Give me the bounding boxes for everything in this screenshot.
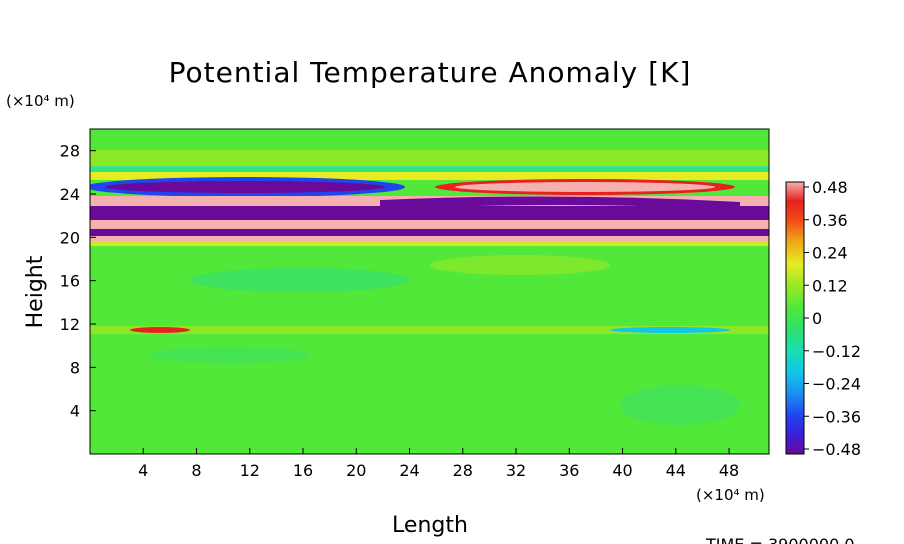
heatmap-band-purple-2	[90, 229, 769, 237]
x-tick-label: 24	[399, 461, 419, 480]
time-footer: TIME = 3900000.0	[705, 535, 855, 544]
heatmap-band-upper-glow	[90, 150, 769, 168]
heatmap-streak-12km	[90, 326, 769, 334]
colorbar-tick-label: 0	[812, 309, 822, 328]
x-tick-label: 4	[138, 461, 148, 480]
heatmap-band-yellow-lower	[90, 241, 769, 246]
plot-frame	[89, 128, 770, 455]
y-axis-label: Height	[23, 255, 48, 328]
heatmap-lens-left-purple	[105, 181, 385, 193]
heatmap-streak-cyan	[610, 327, 730, 333]
heatmap-patch-mid-2	[430, 255, 610, 275]
heatmap-band-purple-1	[90, 206, 769, 220]
y-tick-label: 8	[70, 358, 80, 377]
colorbar-tick-label: 0.48	[812, 178, 848, 197]
heatmap-streak-red	[130, 327, 190, 333]
colorbar-tick-label: −0.24	[812, 375, 861, 394]
colorbar-tick-label: −0.12	[812, 342, 861, 361]
colorbar-ticks: 0.48 0.36 0.24 0.12 0 −0.12 −0.24 −0.36 −0.48	[804, 178, 861, 459]
heatmap-field	[90, 129, 769, 454]
x-tick-label: 40	[612, 461, 632, 480]
colorbar-tick-label: 0.36	[812, 211, 848, 230]
heatmap-band-purple-wave	[380, 196, 740, 210]
y-tick-label: 28	[60, 142, 80, 161]
heatmap-lens-right-pink	[455, 182, 715, 192]
chart-title: Potential Temperature Anomaly [K]	[169, 56, 692, 89]
x-axis-unit: (×10⁴ m)	[696, 486, 765, 504]
heatmap-band-cyan-upper	[90, 166, 769, 172]
colorbar-tick-label: 0.24	[812, 244, 848, 263]
colorbar-tick-label: −0.36	[812, 407, 861, 426]
y-tick-label: 16	[60, 272, 80, 291]
y-tick-label: 12	[60, 315, 80, 334]
x-tick-label: 36	[559, 461, 579, 480]
y-tick-label: 24	[60, 185, 80, 204]
x-tick-label: 32	[506, 461, 526, 480]
colorbar	[785, 181, 805, 455]
x-tick-label: 44	[666, 461, 686, 480]
y-tick-label: 20	[60, 228, 80, 247]
colorbar-tick-label: −0.48	[812, 440, 861, 459]
y-axis-unit: (×10⁴ m)	[6, 92, 75, 110]
colorbar-tick-label: 0.12	[812, 276, 848, 295]
heatmap-patch-low-2	[150, 347, 310, 363]
heatmap-band-yellow	[90, 172, 769, 180]
x-tick-label: 12	[240, 461, 260, 480]
x-tick-label: 8	[191, 461, 201, 480]
y-axis-ticks: 4 8 12 16 20 24 28	[60, 142, 96, 421]
x-axis-ticks: 4 8 12 16 20 24 28 32 36 40 44 48	[138, 448, 739, 480]
x-tick-label: 16	[293, 461, 313, 480]
x-tick-label: 20	[346, 461, 366, 480]
y-tick-label: 4	[70, 402, 80, 421]
heatmap-patch-low-1	[620, 385, 740, 425]
x-tick-label: 28	[453, 461, 473, 480]
heatmap-band-pink-3	[90, 236, 769, 241]
heatmap-band-pink-2	[90, 220, 769, 230]
x-tick-label: 48	[719, 461, 739, 480]
heatmap-patch-mid-1	[190, 268, 410, 292]
x-axis-label: Length	[392, 513, 468, 538]
